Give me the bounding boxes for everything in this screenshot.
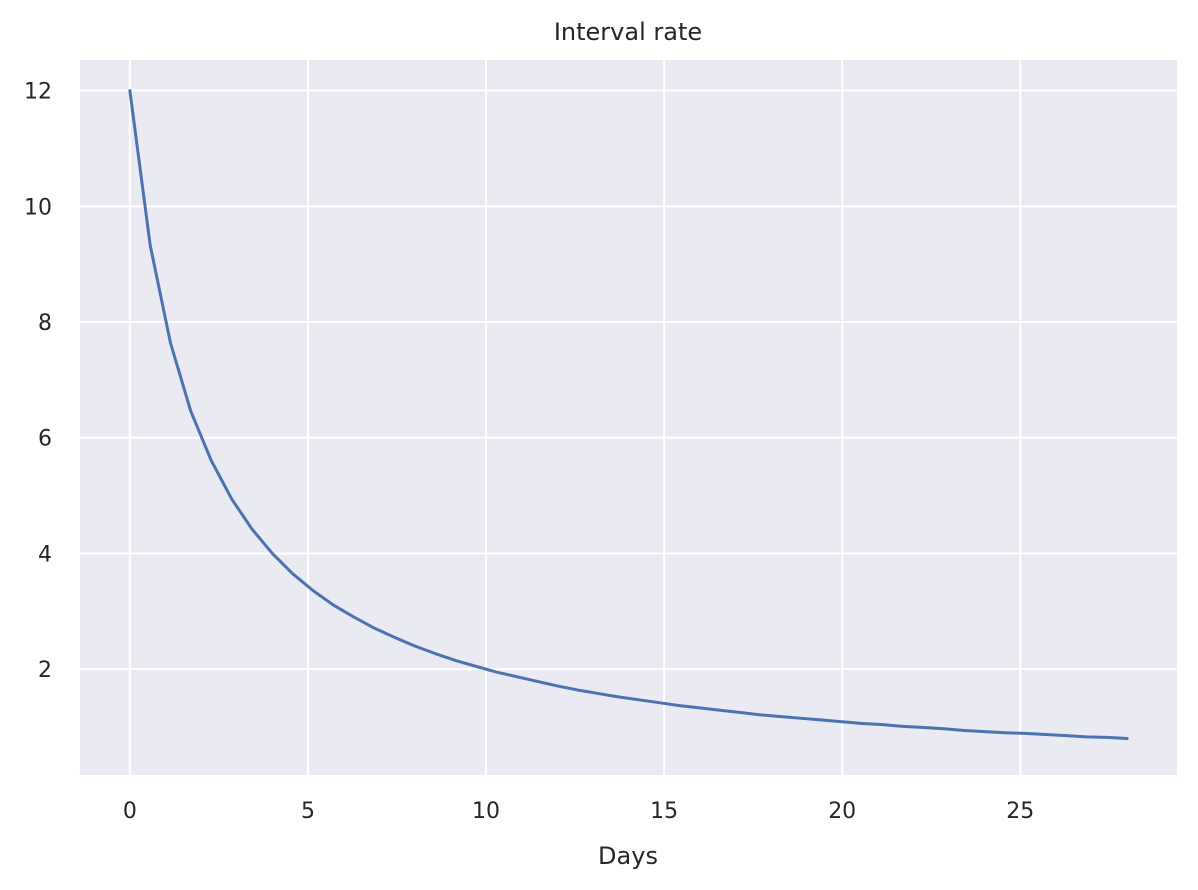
y-tick-label: 2 (38, 658, 52, 683)
chart-title: Interval rate (554, 18, 702, 46)
grid (80, 60, 1177, 775)
x-tick-labels: 0 5 10 15 20 25 (123, 799, 1034, 824)
x-tick-label: 10 (472, 799, 500, 824)
y-tick-label: 10 (24, 195, 52, 220)
plot-background (80, 60, 1177, 775)
x-tick-label: 0 (123, 799, 137, 824)
series (128, 89, 1129, 741)
y-tick-label: 4 (38, 542, 52, 567)
x-tick-label: 15 (650, 799, 678, 824)
x-axis-label: Days (598, 842, 658, 870)
y-tick-label: 12 (24, 80, 52, 105)
x-tick-label: 20 (828, 799, 856, 824)
y-tick-label: 8 (38, 311, 52, 336)
y-tick-label: 6 (38, 427, 52, 452)
x-tick-label: 25 (1006, 799, 1034, 824)
x-tick-label: 5 (301, 799, 315, 824)
y-tick-labels: 2 4 6 8 10 12 (24, 80, 52, 683)
series-line (128, 89, 1129, 741)
